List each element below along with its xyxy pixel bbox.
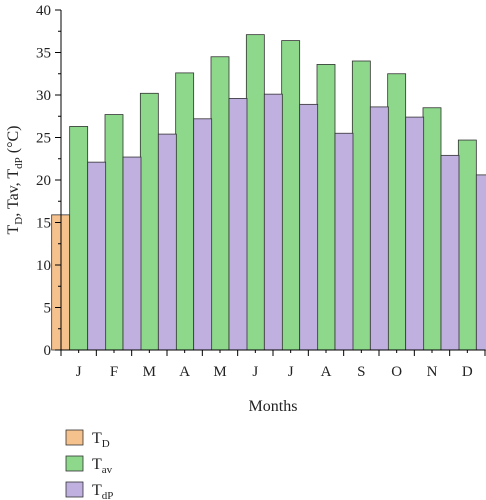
y-tick-label: 30 <box>36 88 51 104</box>
bar-dP-3 <box>193 118 213 351</box>
bar-av-10 <box>422 107 442 351</box>
x-tick-label: M <box>143 364 156 380</box>
y-tick-label: 10 <box>36 258 51 274</box>
x-tick-label: M <box>213 364 226 380</box>
legend-swatch-D <box>65 429 84 446</box>
bar-dP-6 <box>299 103 319 351</box>
bar-dP-2 <box>157 133 177 351</box>
bar-dP-10 <box>440 154 460 351</box>
x-tick-label: F <box>110 364 118 380</box>
x-tick-label: O <box>391 364 402 380</box>
legend-label-D: TD <box>92 430 110 450</box>
bar-dP-1 <box>122 156 142 351</box>
y-axis-title-part: , Tav, T <box>5 169 22 217</box>
bar-av-0 <box>69 126 89 351</box>
y-tick-label: 0 <box>44 343 52 359</box>
y-axis-title: TD, Tav, TdP (°C) <box>5 125 25 234</box>
bar-av-8 <box>351 60 371 351</box>
plot-area <box>51 34 486 351</box>
bar-dP-0 <box>87 161 107 351</box>
y-tick-label: 35 <box>36 46 51 62</box>
bar-dP-11 <box>475 174 486 351</box>
bar-av-11 <box>457 139 477 351</box>
y-tick-label: 5 <box>44 301 52 317</box>
bar-av-5 <box>245 34 265 351</box>
bar-av-6 <box>281 40 301 351</box>
x-tick-label: D <box>462 364 473 380</box>
bar-dP-4 <box>228 98 248 351</box>
x-tick-label: J <box>76 364 82 380</box>
y-axis-title-part: dP <box>13 157 25 169</box>
legend-label-dP: TdP <box>92 482 113 500</box>
y-axis: 0 5 10 15 20 25 30 35 40 <box>36 3 62 359</box>
x-tick-label: A <box>179 364 190 380</box>
x-tick-label: N <box>427 364 438 380</box>
legend-swatch-dP <box>65 481 84 498</box>
y-tick-label: 15 <box>36 216 51 232</box>
x-axis-title: Months <box>249 398 298 415</box>
legend-label-av: Tav <box>92 456 113 476</box>
bar-av-9 <box>387 73 407 351</box>
y-axis-title-part: T <box>5 225 22 235</box>
x-tick-label: A <box>321 364 332 380</box>
bar-av-7 <box>316 64 336 351</box>
bar-dP-9 <box>405 116 425 351</box>
legend-swatch-av <box>65 455 84 472</box>
bar-av-4 <box>210 56 230 351</box>
x-tick-label: S <box>357 364 365 380</box>
bar-dP-8 <box>369 106 389 351</box>
bar-av-2 <box>139 92 159 351</box>
bar-dP-7 <box>334 132 354 351</box>
y-tick-label: 40 <box>36 3 51 19</box>
x-tick-label: J <box>252 364 258 380</box>
x-tick-label: J <box>288 364 294 380</box>
bar-dP-5 <box>263 93 283 351</box>
y-axis-title-part: D <box>13 217 25 225</box>
y-tick-label: 20 <box>36 173 51 189</box>
legend: TD Tav TdP <box>65 429 113 500</box>
bar-av-1 <box>104 114 124 351</box>
y-axis-title-part: (°C) <box>5 125 22 157</box>
bar-av-3 <box>175 72 195 351</box>
y-tick-label: 25 <box>36 131 51 147</box>
